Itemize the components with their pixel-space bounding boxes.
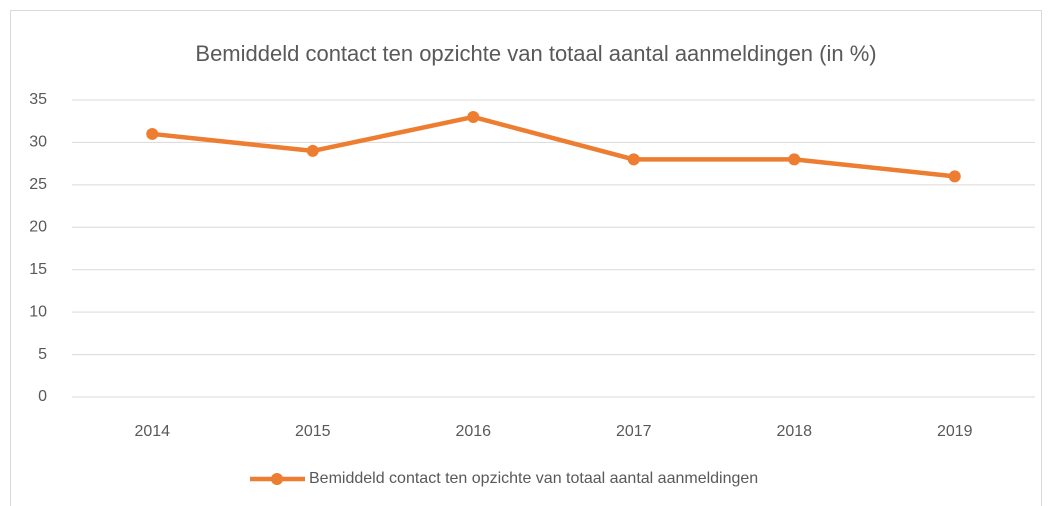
y-tick-label: 5	[38, 346, 47, 363]
legend-label: Bemiddeld contact ten opzichte van totaa…	[309, 470, 758, 487]
chart-border	[10, 10, 1042, 506]
chart-title: Bemiddeld contact ten opzichte van totaa…	[195, 41, 876, 66]
data-point	[146, 127, 159, 140]
x-tick-label: 2014	[134, 423, 170, 440]
y-tick-label: 10	[29, 303, 47, 320]
y-tick-label: 15	[29, 261, 47, 278]
x-tick-label: 2019	[937, 423, 973, 440]
y-tick-label: 0	[38, 388, 47, 405]
legend-marker	[271, 473, 283, 485]
data-point	[627, 153, 640, 166]
y-tick-label: 30	[29, 134, 47, 151]
x-tick-label: 2018	[776, 423, 812, 440]
x-tick-label: 2016	[455, 423, 491, 440]
data-point	[948, 170, 961, 183]
y-tick-label: 20	[29, 219, 47, 236]
data-point	[788, 153, 801, 166]
x-tick-label: 2015	[295, 423, 331, 440]
y-tick-label: 25	[29, 176, 47, 193]
data-line	[152, 114, 955, 179]
y-tick-label: 35	[29, 91, 47, 108]
data-point	[306, 144, 319, 157]
x-tick-label: 2017	[616, 423, 652, 440]
data-point	[467, 110, 480, 123]
